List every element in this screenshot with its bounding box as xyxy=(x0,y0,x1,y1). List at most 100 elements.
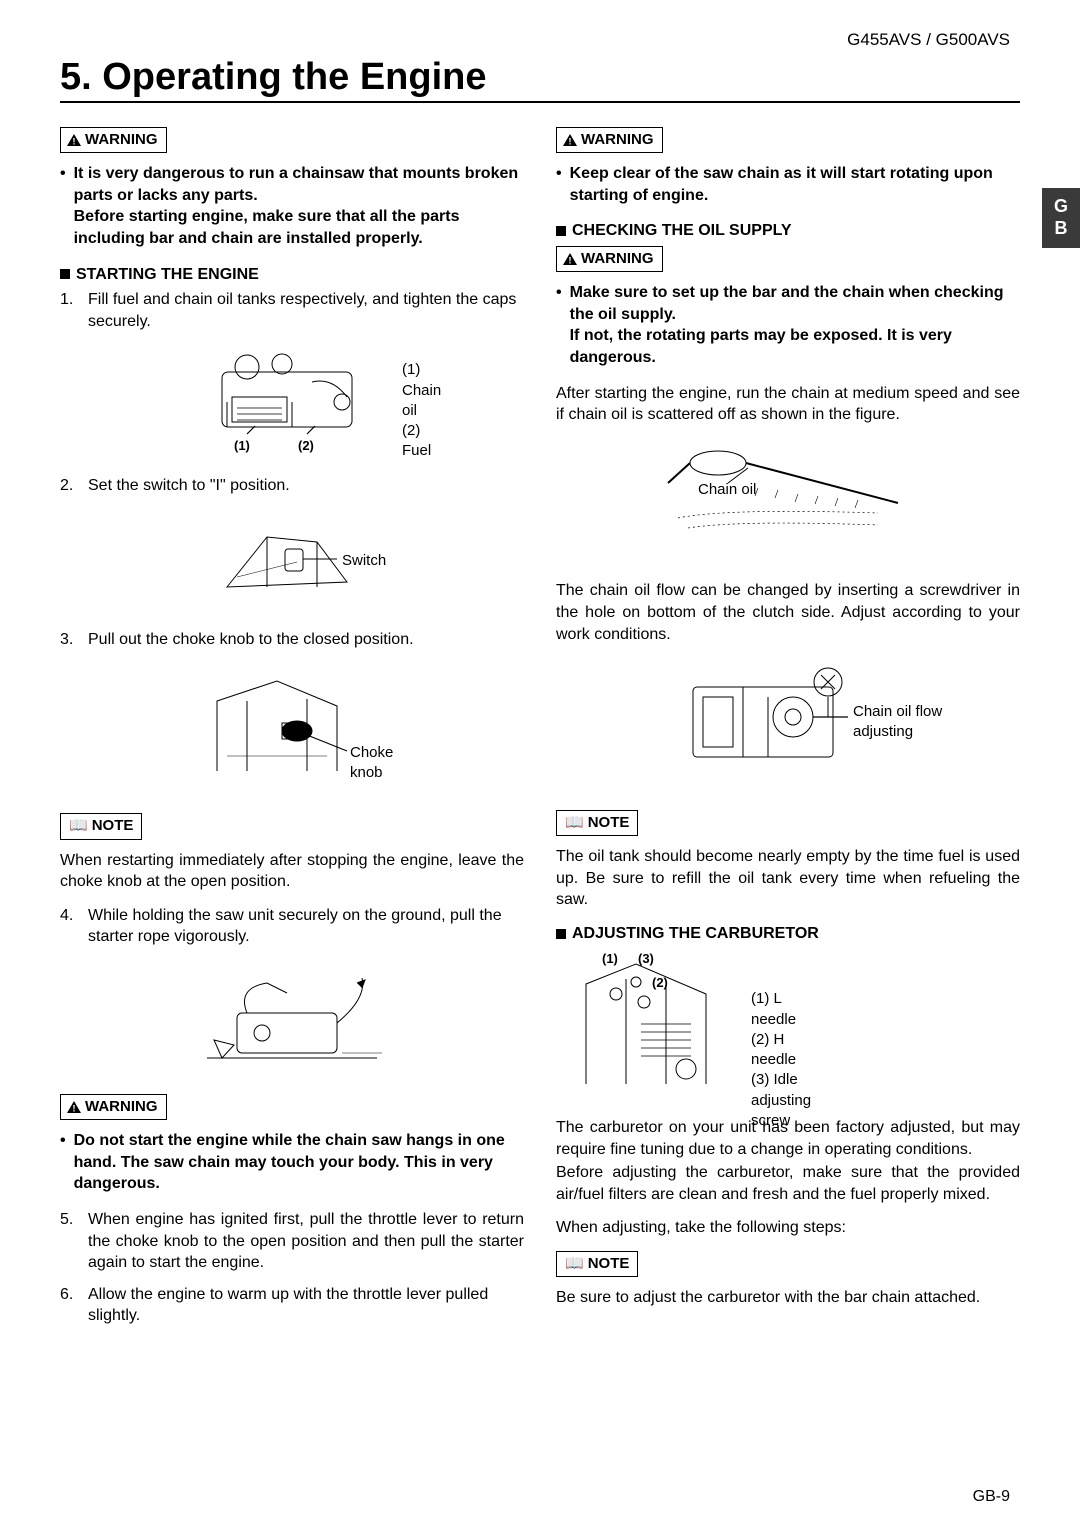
paragraph: The chain oil flow can be changed by ins… xyxy=(556,580,1020,645)
warning-bullet: • It is very dangerous to run a chainsaw… xyxy=(60,163,524,249)
figure-oil-scatter: Chain oil xyxy=(556,438,1020,565)
fig-label: Chain oil flow adjusting xyxy=(853,702,943,743)
section-carb: ADJUSTING THE CARBURETOR xyxy=(556,923,1020,945)
warning-text: Make sure to set up the bar and the chai… xyxy=(570,284,1004,366)
step-5: 5.When engine has ignited first, pull th… xyxy=(60,1209,524,1274)
svg-text:!: ! xyxy=(73,1104,76,1114)
warning-bullet: • Keep clear of the saw chain as it will… xyxy=(556,163,1020,206)
warning-text: Do not start the engine while the chain … xyxy=(74,1132,505,1192)
figure-oil-adjust: Chain oil flow adjusting xyxy=(556,657,1020,794)
note-text: When restarting immediately after stoppi… xyxy=(60,850,524,893)
note-label: NOTE xyxy=(588,813,630,833)
step-num: 2. xyxy=(60,475,78,497)
figure-choke: Choke knob xyxy=(60,661,524,798)
steps-list: 3. Pull out the choke knob to the closed … xyxy=(60,629,524,651)
warning-icon: ! xyxy=(67,134,81,146)
model-header: G455AVS / G500AVS xyxy=(60,30,1010,50)
paragraph: Before adjusting the carburetor, make su… xyxy=(556,1162,1020,1205)
fig-label: (1) L needle xyxy=(751,989,811,1030)
fig-label: Choke knob xyxy=(350,743,397,784)
square-icon xyxy=(60,269,70,279)
paragraph: After starting the engine, run the chain… xyxy=(556,383,1020,426)
side-tab-line1: G xyxy=(1042,196,1080,218)
steps-list: 1.Fill fuel and chain oil tanks respecti… xyxy=(60,289,524,332)
step-text: When engine has ignited first, pull the … xyxy=(88,1209,524,1274)
note-icon: 📖 xyxy=(565,1254,584,1274)
section-carb-label: ADJUSTING THE CARBURETOR xyxy=(572,925,819,942)
note-text: The oil tank should become nearly empty … xyxy=(556,846,1020,911)
carb-diagram xyxy=(566,954,726,1094)
tanks-diagram xyxy=(192,342,392,452)
warning-badge: ! WARNING xyxy=(60,1094,167,1120)
step-num: 5. xyxy=(60,1209,78,1274)
steps-list: 2. Set the switch to "I" position. xyxy=(60,475,524,497)
note-badge: 📖 NOTE xyxy=(556,810,638,836)
step-text: Set the switch to "I" position. xyxy=(88,475,290,497)
step-num: 1. xyxy=(60,289,78,332)
steps-list: 4.While holding the saw unit securely on… xyxy=(60,905,524,948)
fig-label: Switch xyxy=(342,551,386,571)
fig-label: (3) xyxy=(638,950,654,968)
bullet-dot: • xyxy=(60,163,66,249)
step-4: 4.While holding the saw unit securely on… xyxy=(60,905,524,948)
warning-text: It is very dangerous to run a chainsaw t… xyxy=(74,165,519,247)
fig-label: (1) xyxy=(602,950,618,968)
left-column: ! WARNING • It is very dangerous to run … xyxy=(60,127,524,1337)
svg-text:!: ! xyxy=(73,137,76,147)
fig-label: Chain oil xyxy=(698,480,756,500)
note-icon: 📖 xyxy=(69,816,88,836)
warning-label: WARNING xyxy=(85,130,158,150)
figure-tanks: (1) Chain oil (2) Fuel (1) (2) xyxy=(60,342,524,459)
oil-scatter-diagram xyxy=(658,438,918,558)
right-column: ! WARNING • Keep clear of the saw chain … xyxy=(556,127,1020,1337)
square-icon xyxy=(556,226,566,236)
steps-list: 5.When engine has ignited first, pull th… xyxy=(60,1209,524,1327)
warning-bullet: • Make sure to set up the bar and the ch… xyxy=(556,282,1020,368)
step-num: 4. xyxy=(60,905,78,948)
content-columns: ! WARNING • It is very dangerous to run … xyxy=(60,127,1020,1337)
warning-text: Keep clear of the saw chain as it will s… xyxy=(570,165,993,204)
step-text: Allow the engine to warm up with the thr… xyxy=(88,1284,524,1327)
note-icon: 📖 xyxy=(565,813,584,833)
step-text: Pull out the choke knob to the closed po… xyxy=(88,629,414,651)
warning-label: WARNING xyxy=(581,130,654,150)
bullet-dot: • xyxy=(556,163,562,206)
section-oil-label: CHECKING THE OIL SUPPLY xyxy=(572,222,792,239)
fig-label: (2) Fuel xyxy=(402,421,441,462)
note-text: Be sure to adjust the carburetor with th… xyxy=(556,1287,1020,1309)
note-label: NOTE xyxy=(92,816,134,836)
svg-text:!: ! xyxy=(569,137,572,147)
step-1: 1.Fill fuel and chain oil tanks respecti… xyxy=(60,289,524,332)
side-tab-line2: B xyxy=(1042,218,1080,240)
section-oil: CHECKING THE OIL SUPPLY xyxy=(556,220,1020,242)
bullet-dot: • xyxy=(556,282,562,368)
step-num: 3. xyxy=(60,629,78,651)
figure-carb: (1) (3) (2) (1) L needle (2) H needle (3… xyxy=(566,954,1020,1101)
note-badge: 📖 NOTE xyxy=(60,813,142,839)
fig-label: (1) Chain oil xyxy=(402,360,441,421)
figure-switch: Switch xyxy=(60,507,524,614)
warning-badge: ! WARNING xyxy=(556,246,663,272)
step-3: 3. Pull out the choke knob to the closed … xyxy=(60,629,524,651)
svg-text:!: ! xyxy=(569,256,572,266)
bullet-dot: • xyxy=(60,1130,66,1195)
fig-label: (2) xyxy=(298,437,314,455)
step-text: Fill fuel and chain oil tanks respective… xyxy=(88,289,524,332)
page-footer: GB-9 xyxy=(973,1488,1010,1506)
warning-bullet: • Do not start the engine while the chai… xyxy=(60,1130,524,1195)
step-text: While holding the saw unit securely on t… xyxy=(88,905,524,948)
warning-icon: ! xyxy=(563,253,577,265)
fig-label: (3) Idle adjusting screw xyxy=(751,1070,811,1131)
fig-label: (1) xyxy=(234,437,250,455)
step-2: 2. Set the switch to "I" position. xyxy=(60,475,524,497)
figure-starter xyxy=(60,958,524,1078)
side-tab: G B xyxy=(1042,188,1080,248)
fig-label: (2) H needle xyxy=(751,1030,811,1071)
section-starting-label: STARTING THE ENGINE xyxy=(76,266,259,283)
chapter-title: 5. Operating the Engine xyxy=(60,56,1020,103)
warning-badge: ! WARNING xyxy=(556,127,663,153)
section-starting: STARTING THE ENGINE xyxy=(60,264,524,286)
starter-diagram xyxy=(177,958,407,1078)
warning-badge: ! WARNING xyxy=(60,127,167,153)
note-badge: 📖 NOTE xyxy=(556,1251,638,1277)
